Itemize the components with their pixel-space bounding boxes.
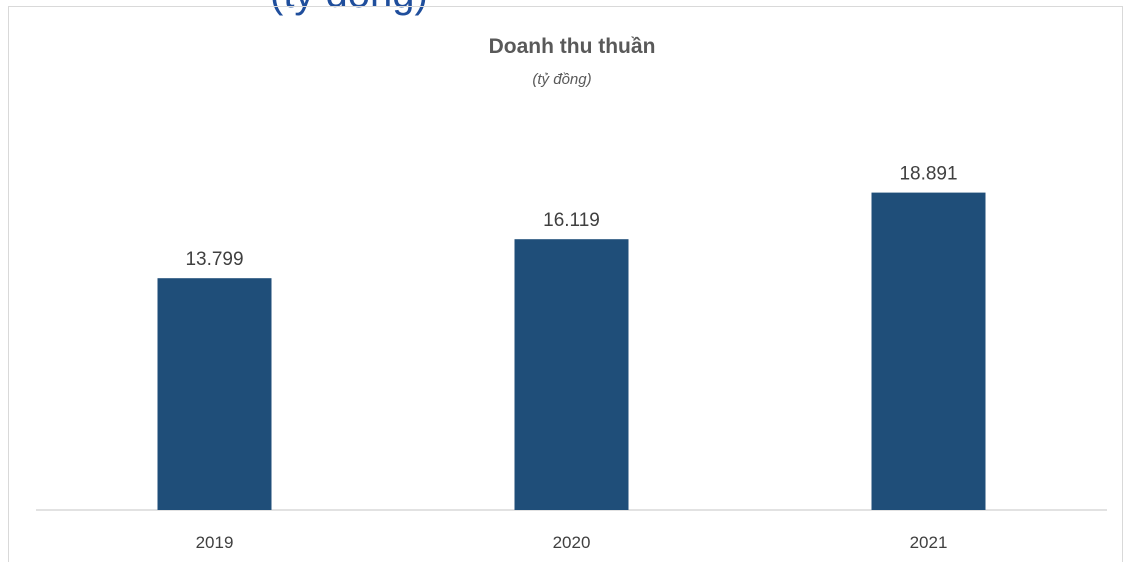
chart-subtitle: (tỷ đồng)	[532, 71, 591, 88]
background-heading: (tỷ đồng)	[270, 0, 428, 14]
x-tick-label-2021: 2021	[910, 533, 948, 552]
data-label-2020: 16.119	[543, 210, 600, 231]
x-tick-label-2020: 2020	[553, 533, 591, 552]
data-label-2019: 13.799	[185, 249, 243, 270]
x-tick-label-2019: 2019	[196, 533, 234, 552]
data-label-2021: 18.891	[899, 164, 957, 185]
bar-2021	[871, 192, 986, 510]
chart-frame	[8, 6, 1123, 562]
chart-title: Doanh thu thuần	[489, 35, 656, 58]
bar-2019	[157, 278, 272, 510]
bars-layer: 13.799 2019 16.119 2020 18.891 2021	[157, 164, 986, 552]
bar-2020	[514, 239, 629, 510]
